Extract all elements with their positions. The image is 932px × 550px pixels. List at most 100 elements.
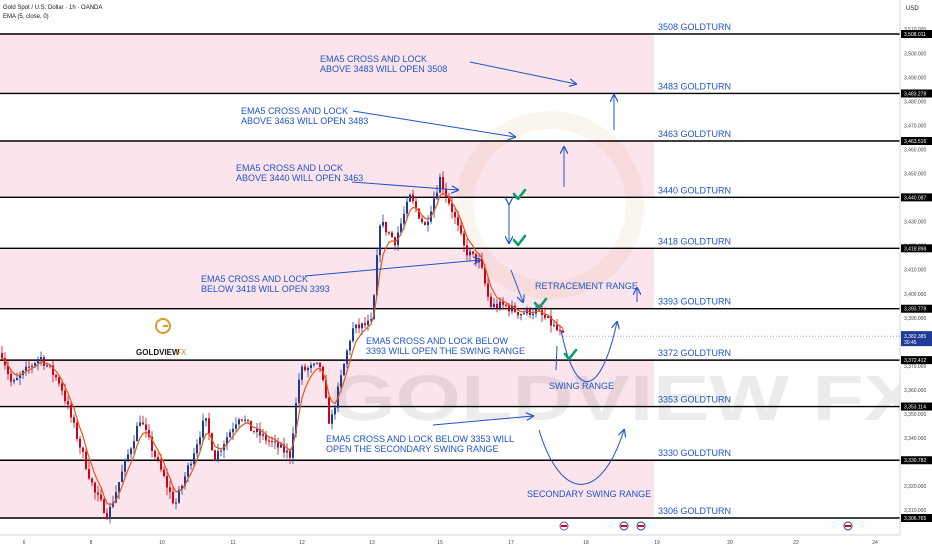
candle-body [121, 471, 123, 483]
candle [52, 360, 54, 383]
candle-body [436, 192, 438, 199]
candlesticks [1, 171, 564, 524]
candle-body [505, 304, 507, 306]
candle [103, 497, 105, 514]
price-axis-bg [900, 0, 932, 550]
candle-body [226, 437, 228, 445]
candle [16, 372, 18, 381]
candle-body [544, 315, 546, 318]
candle-body [184, 476, 186, 486]
candle [226, 432, 228, 451]
candle [460, 220, 462, 236]
candle [133, 435, 135, 454]
candle [163, 466, 165, 478]
candle-body [319, 362, 321, 367]
price-axis: 3,310.0003,320.0003,330.0003,340.0003,35… [563, 0, 932, 550]
level-price-badge-text: 3,508.011 [904, 32, 926, 38]
candle-body [262, 434, 264, 436]
ema5-line [1, 192, 564, 506]
time-axis: 6 8 10 11 12 13 15 17 18 19 20 22 24 [0, 534, 900, 546]
candle [448, 192, 450, 206]
candle [283, 437, 285, 458]
candle [319, 362, 321, 373]
candle-body [346, 350, 348, 364]
candle [562, 328, 564, 333]
candle [46, 362, 48, 368]
candle [40, 351, 42, 366]
goldturn-level-label: 3353 GOLDTURN [658, 395, 731, 405]
candle [58, 374, 60, 387]
candle [112, 495, 114, 509]
goldturn-level-label: 3393 GOLDTURN [658, 297, 731, 307]
candle-body [70, 404, 72, 418]
candle-body [103, 499, 105, 514]
candle-body [106, 513, 108, 519]
indicator-legend[interactable]: EMA (5, close, 0) [3, 14, 49, 20]
candle [406, 196, 408, 219]
candle [76, 418, 78, 442]
candle [220, 448, 222, 457]
x-tick-label: 11 [230, 540, 235, 546]
candle [157, 452, 159, 463]
level-price-badge [901, 193, 932, 202]
candle-body [409, 194, 411, 202]
candle-body [472, 251, 474, 254]
candle-body [34, 363, 36, 366]
y-tick-label: 3,340.000 [904, 436, 926, 442]
candle [100, 488, 102, 502]
candle-body [481, 258, 483, 268]
candle-body [265, 434, 267, 441]
candle-body [301, 366, 303, 380]
candle [151, 431, 153, 458]
candle-body [286, 450, 288, 453]
candle [349, 339, 351, 356]
candle [391, 230, 393, 238]
candle-body [181, 485, 183, 490]
y-tick-label: 3,320.000 [904, 484, 926, 490]
candle-body [160, 459, 162, 470]
candle-body [193, 453, 195, 464]
candle [1, 346, 3, 361]
annotation-arrow [352, 110, 515, 137]
watermark: GOLDVIEW FX [330, 111, 920, 434]
candle-body [136, 425, 138, 442]
level-price-badge [901, 89, 932, 98]
candle-body [454, 211, 456, 218]
candle-body [253, 430, 255, 432]
candle-body [76, 422, 78, 439]
current-price-countdown: 30:45 [904, 340, 917, 346]
candle [355, 324, 357, 334]
candle-body [520, 314, 522, 316]
candle [196, 439, 198, 457]
candle-body [310, 364, 312, 368]
candle-body [19, 375, 21, 379]
candle-body [313, 363, 315, 365]
candle [28, 359, 30, 374]
candle-body [433, 198, 435, 212]
candle-body [49, 365, 51, 367]
candle [466, 238, 468, 261]
candle-body [280, 444, 282, 448]
annotation-arrow [510, 269, 523, 302]
candle [136, 421, 138, 442]
candle [70, 400, 72, 423]
goldturn-level-label: 3418 GOLDTURN [658, 236, 731, 246]
candle [364, 316, 366, 329]
candle-body [295, 403, 297, 434]
candle-body [94, 482, 96, 493]
x-tick-label: 6 [23, 540, 26, 546]
candle [124, 458, 126, 480]
candle [121, 464, 123, 483]
candle-body [25, 366, 27, 371]
candle [490, 292, 492, 309]
candle [442, 171, 444, 196]
level-price-badge [901, 30, 932, 38]
level-price-badge-text: 3,483.278 [904, 91, 926, 97]
candle-body [163, 469, 165, 477]
candle-body [499, 301, 501, 309]
candle [553, 320, 555, 328]
watermark-logo [456, 111, 644, 299]
candle-body [169, 487, 171, 492]
candle [382, 214, 384, 228]
